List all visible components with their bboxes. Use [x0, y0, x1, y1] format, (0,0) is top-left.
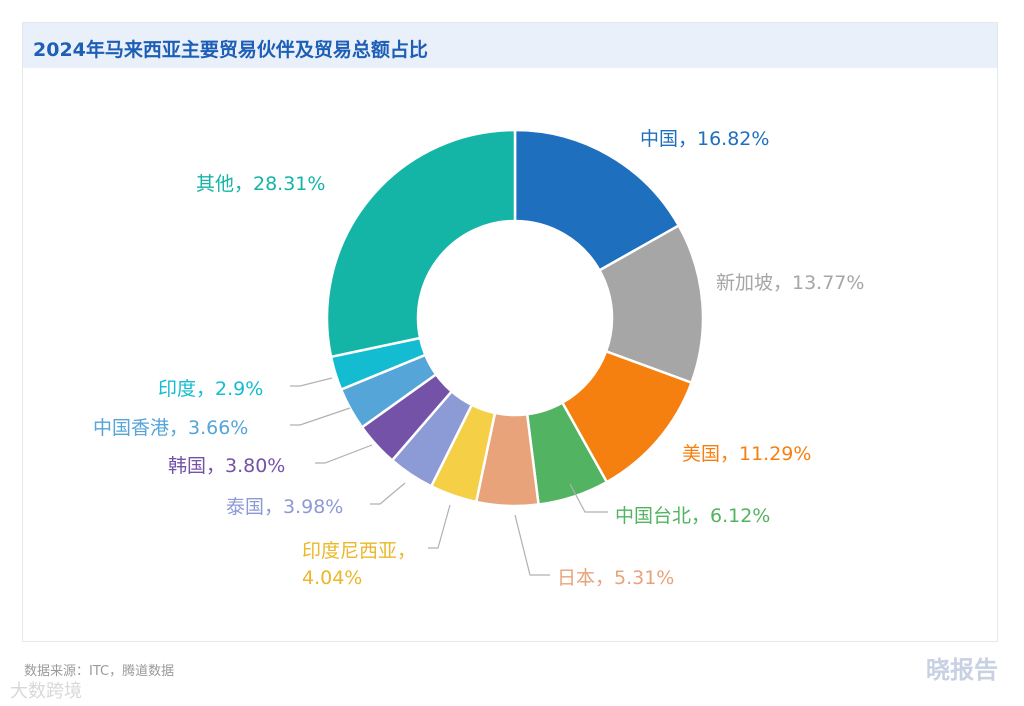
slice-6-leader-line — [370, 482, 406, 505]
brand-logo: 晓报告 — [926, 656, 998, 684]
slice-2-data-label: 美国，11.29% — [682, 443, 811, 465]
slice-1-data-label: 新加坡，13.77% — [716, 272, 864, 294]
slice-7-leader-line — [315, 444, 373, 464]
slice-10-data-label: 其他，28.31% — [196, 173, 325, 195]
slice-9-data-label: 印度，2.9% — [158, 378, 263, 400]
slice-5-data-label: 印度尼西亚， 4.04% — [302, 540, 416, 589]
slice-3-leader-line — [569, 483, 608, 513]
slice-0-data-label: 中国，16.82% — [640, 128, 769, 150]
slice-4-leader-line — [514, 514, 550, 576]
data-labels-layer: 中国，16.82% 新加坡，13.77% 美国，11.29% 中国台北，6.12% 日本… — [93, 128, 864, 589]
slice-6-data-label: 泰国，3.98% — [226, 496, 343, 518]
slice-9-leader-line — [290, 377, 333, 387]
chart-title: 2024年马来西亚主要贸易伙伴及贸易总额占比 — [33, 39, 428, 61]
slice-5-leader-line — [428, 504, 451, 549]
slice-0-wedge — [513, 128, 681, 273]
slice-3-data-label: 中国台北，6.12% — [615, 505, 770, 527]
slice-8-data-label: 中国香港，3.66% — [93, 417, 248, 439]
title-bar: 2024年马来西亚主要贸易伙伴及贸易总额占比 — [23, 23, 997, 68]
slice-4-data-label: 日本，5.31% — [557, 567, 674, 589]
slice-10-wedge — [325, 128, 517, 359]
chart-frame: 2024年马来西亚主要贸易伙伴及贸易总额占比 — [22, 22, 998, 642]
slice-8-leader-line — [290, 407, 351, 426]
slices-layer — [325, 128, 705, 508]
leader-lines-layer — [290, 377, 608, 576]
slice-7-data-label: 韩国，3.80% — [168, 455, 285, 477]
source-note: 数据来源：ITC，腾道数据 — [24, 664, 175, 679]
watermark: 大数跨境 — [10, 681, 82, 702]
